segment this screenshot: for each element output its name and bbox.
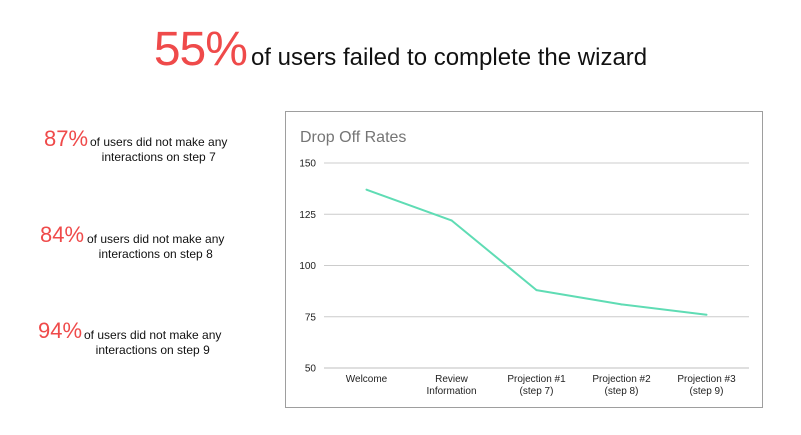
stat-text: of users did not make any interactions o… [87, 232, 224, 262]
stat-text-line1: of users did not make any [87, 232, 225, 246]
x-tick-label: Projection #3 [677, 374, 736, 385]
stat-text-line2: interactions on step 9 [95, 343, 210, 357]
stat-text: of users did not make any interactions o… [90, 135, 227, 165]
series-line [366, 188, 707, 316]
headline-percent: 55% [153, 23, 248, 76]
y-tick-label: 150 [299, 159, 316, 170]
drop-off-chart: Drop Off Rates 50 75 100 125 150 Welcome Revie… [285, 111, 763, 408]
stat-text-line1: of users did not make any [84, 328, 222, 342]
x-tick-label: Projection #1 [507, 374, 566, 385]
x-tick-label: Information [426, 386, 476, 397]
data-point [535, 289, 538, 292]
headline-text: of users failed to complete the wizard [250, 44, 648, 71]
stat-text: of users did not make any interactions o… [84, 328, 221, 358]
y-tick-label: 75 [305, 312, 317, 323]
headline: 55% of users failed to complete the wizar… [0, 22, 801, 77]
data-point [450, 219, 453, 222]
data-point [705, 313, 708, 316]
x-tick-label: (step 7) [520, 386, 554, 397]
stat-text-line2: interactions on step 8 [98, 247, 213, 261]
x-tick-label: (step 9) [690, 386, 724, 397]
data-point [620, 303, 623, 306]
x-tick-label: Projection #2 [592, 374, 651, 385]
x-tick-label: Review [435, 374, 469, 385]
stat-percent: 94% [38, 318, 83, 343]
chart-title: Drop Off Rates [300, 129, 407, 146]
stat-percent: 87% [44, 126, 89, 151]
y-tick-label: 125 [299, 210, 316, 221]
data-point [365, 188, 368, 191]
x-tick-label: (step 8) [605, 386, 639, 397]
y-tick-label: 50 [305, 364, 317, 375]
y-tick-label: 100 [299, 261, 316, 272]
stat-text-line1: of users did not make any [90, 135, 228, 149]
stat-percent: 84% [40, 222, 85, 247]
x-tick-label: Welcome [346, 374, 388, 385]
stat-text-line2: interactions on step 7 [101, 150, 216, 164]
